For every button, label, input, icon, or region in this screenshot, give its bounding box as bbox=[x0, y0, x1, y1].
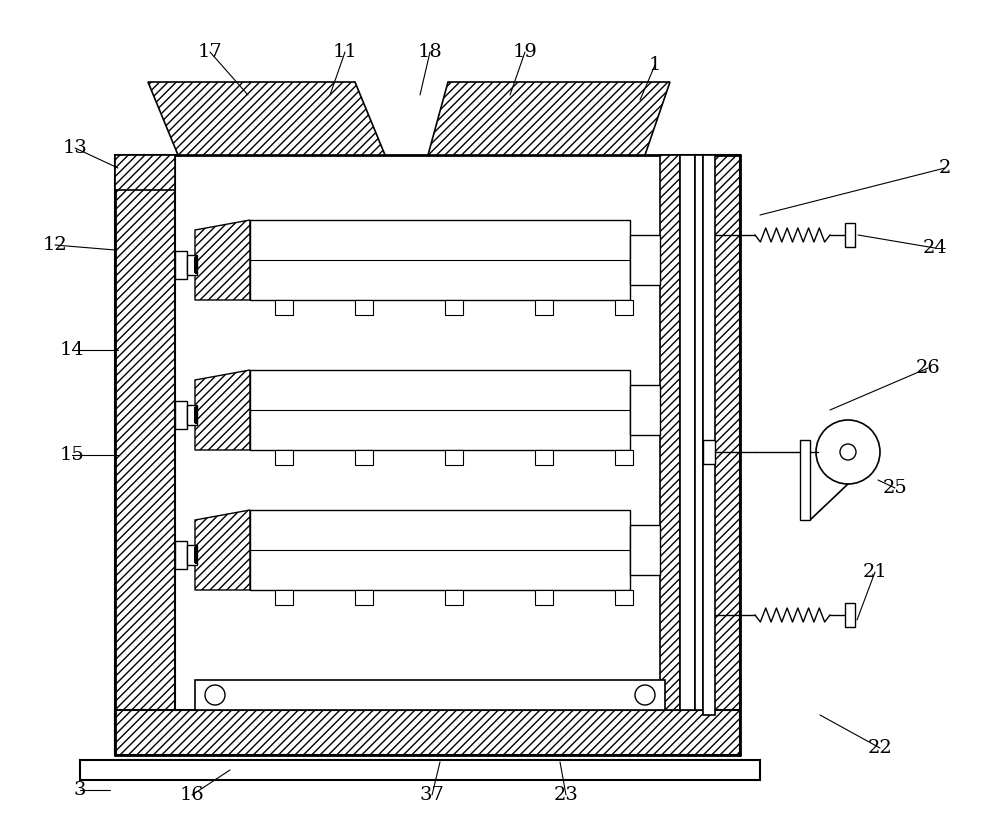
Polygon shape bbox=[195, 370, 250, 450]
Polygon shape bbox=[148, 82, 385, 155]
Bar bbox=[355, 300, 373, 315]
Bar bbox=[845, 603, 855, 627]
Bar bbox=[535, 590, 553, 605]
Bar bbox=[355, 590, 373, 605]
Circle shape bbox=[635, 685, 655, 705]
Bar bbox=[800, 440, 810, 520]
Bar bbox=[630, 385, 660, 435]
Bar bbox=[250, 220, 630, 300]
Bar bbox=[275, 590, 293, 605]
Bar bbox=[845, 223, 855, 247]
Bar bbox=[615, 300, 633, 315]
Circle shape bbox=[840, 444, 856, 460]
Text: 25: 25 bbox=[883, 479, 907, 497]
Bar bbox=[445, 300, 463, 315]
Bar bbox=[445, 590, 463, 605]
Text: 2: 2 bbox=[939, 159, 951, 177]
Polygon shape bbox=[195, 220, 250, 300]
Bar bbox=[115, 155, 175, 190]
Text: 17: 17 bbox=[198, 43, 222, 61]
Bar bbox=[695, 155, 703, 710]
Bar bbox=[175, 401, 187, 429]
Bar bbox=[195, 680, 665, 710]
Bar bbox=[175, 251, 187, 279]
Bar bbox=[615, 450, 633, 465]
Text: 18: 18 bbox=[418, 43, 442, 61]
Bar bbox=[660, 155, 680, 710]
Circle shape bbox=[205, 685, 225, 705]
Bar bbox=[80, 760, 760, 780]
Bar bbox=[115, 155, 175, 755]
Text: 12: 12 bbox=[43, 236, 67, 254]
Text: 13: 13 bbox=[63, 139, 87, 157]
Text: 19: 19 bbox=[513, 43, 537, 61]
Text: 23: 23 bbox=[554, 786, 578, 804]
Text: 14: 14 bbox=[60, 341, 84, 359]
Bar bbox=[187, 545, 197, 565]
Text: 15: 15 bbox=[60, 446, 84, 464]
Bar bbox=[535, 450, 553, 465]
Text: 11: 11 bbox=[333, 43, 357, 61]
Bar bbox=[175, 155, 680, 710]
Bar bbox=[175, 541, 187, 569]
Text: 21: 21 bbox=[863, 563, 887, 581]
Bar bbox=[275, 450, 293, 465]
Bar bbox=[115, 710, 740, 755]
Text: 3: 3 bbox=[74, 781, 86, 799]
Text: 22: 22 bbox=[868, 739, 892, 757]
Bar bbox=[250, 510, 630, 590]
Circle shape bbox=[816, 420, 880, 484]
Bar bbox=[445, 450, 463, 465]
Bar bbox=[187, 405, 197, 425]
Bar bbox=[703, 155, 715, 715]
Text: 24: 24 bbox=[923, 239, 947, 257]
Bar bbox=[630, 235, 660, 285]
Text: 16: 16 bbox=[180, 786, 204, 804]
Bar bbox=[250, 370, 630, 450]
Bar bbox=[680, 155, 740, 755]
Polygon shape bbox=[195, 510, 250, 590]
Text: 37: 37 bbox=[420, 786, 444, 804]
Bar bbox=[703, 440, 715, 464]
Bar bbox=[630, 525, 660, 575]
Text: 1: 1 bbox=[649, 56, 661, 74]
Bar bbox=[187, 255, 197, 275]
Text: 26: 26 bbox=[916, 359, 940, 377]
Bar bbox=[680, 155, 695, 710]
Bar bbox=[535, 300, 553, 315]
Polygon shape bbox=[428, 82, 670, 155]
Bar bbox=[275, 300, 293, 315]
Bar bbox=[615, 590, 633, 605]
Bar bbox=[355, 450, 373, 465]
